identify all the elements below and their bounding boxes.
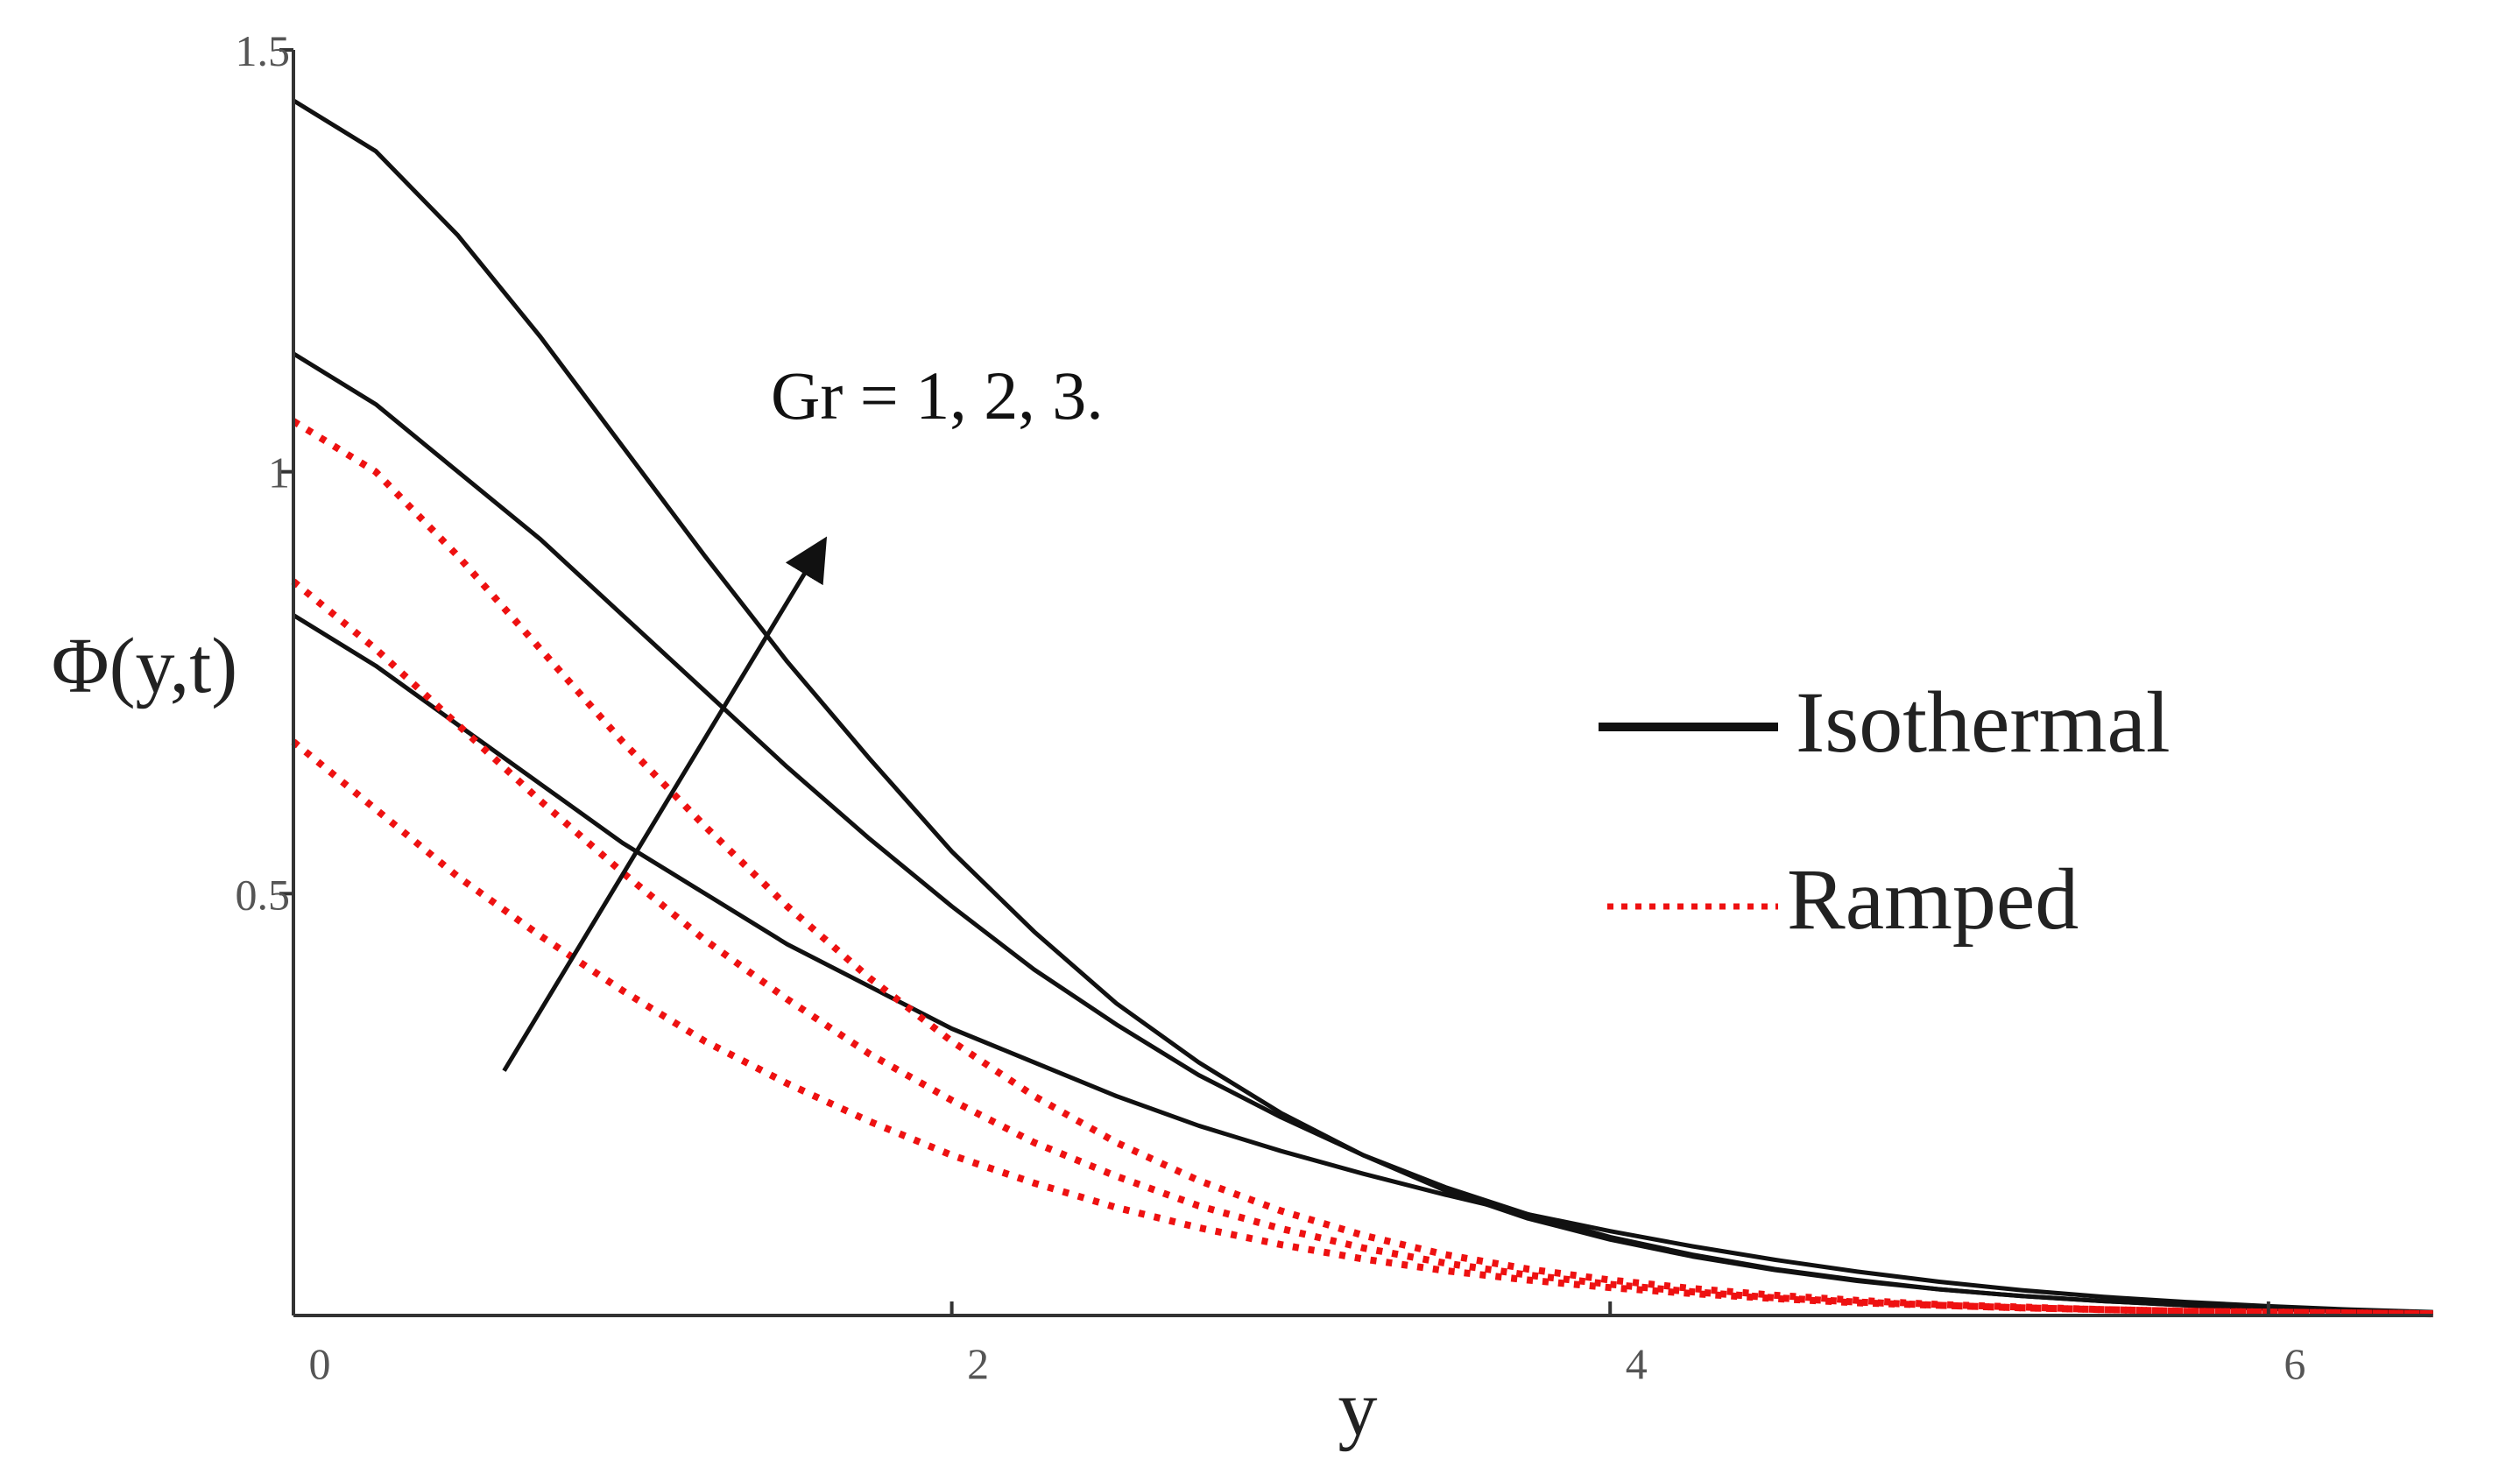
ramped-series-line-4	[291, 578, 2433, 1318]
y-tick-label: 1.5	[236, 26, 291, 75]
isothermal-series-line-0	[292, 613, 2433, 1315]
y-axis-title: Φ(y,t)	[52, 623, 237, 709]
legend-label-isothermal: Isothermal	[1796, 674, 2171, 771]
isothermal-series-line-1	[292, 351, 2433, 1315]
isothermal-series-line-2	[292, 98, 2433, 1315]
ramped-series-line-3	[291, 738, 2433, 1318]
series-layer	[291, 98, 2433, 1318]
x-tick-label: 4	[1626, 1339, 1648, 1388]
tick-layer: 0 2 4 6 0.5 1 1.5	[236, 26, 2306, 1388]
x-tick-label: 6	[2284, 1339, 2305, 1388]
annotation-text: Gr = 1, 2, 3.	[771, 357, 1104, 434]
legend: Isothermal Ramped	[1599, 674, 2171, 948]
x-axis-title: y	[1338, 1365, 1378, 1452]
y-tick-label: 0.5	[236, 870, 291, 919]
annotation-arrow	[502, 536, 828, 1072]
annotation-group: Gr = 1, 2, 3.	[502, 357, 1104, 1072]
ramped-series-line-5	[291, 418, 2433, 1318]
x-tick-label: 2	[967, 1339, 989, 1388]
y-tick-label: 1	[268, 448, 290, 497]
legend-label-ramped: Ramped	[1787, 850, 2079, 948]
x-tick-label: 0	[309, 1339, 331, 1388]
